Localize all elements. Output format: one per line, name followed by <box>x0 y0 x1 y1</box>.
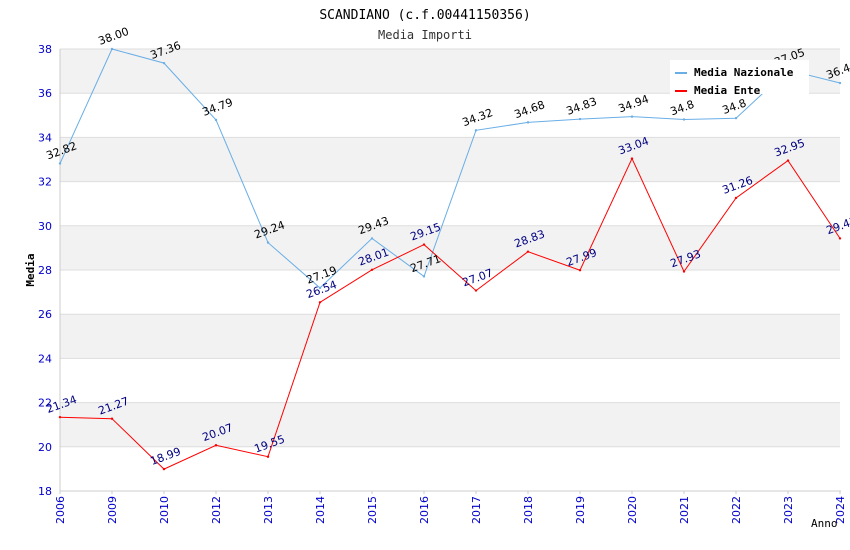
y-tick-label: 26 <box>38 308 52 321</box>
y-tick-label: 28 <box>38 264 52 277</box>
x-tick-label: 2015 <box>366 496 379 524</box>
x-tick-label: 2016 <box>418 496 431 524</box>
data-point-media-ente <box>474 289 478 292</box>
x-tick-label: 2009 <box>106 496 119 524</box>
legend: Media Nazionale Media Ente <box>670 60 809 97</box>
data-point-media-ente <box>526 250 530 253</box>
data-point-media-nazionale <box>110 47 114 51</box>
data-point-media-ente <box>318 301 322 304</box>
data-point-media-ente <box>422 243 426 246</box>
y-axis-title: Media <box>24 253 37 286</box>
x-tick-label: 2023 <box>782 496 795 524</box>
x-tick-label: 2012 <box>210 496 223 524</box>
data-point-media-nazionale <box>734 116 738 120</box>
data-point-media-ente <box>734 196 738 200</box>
legend-label-media-ente: Media Ente <box>694 84 761 97</box>
series-lines <box>58 47 842 471</box>
data-point-media-nazionale <box>318 286 322 290</box>
x-tick-labels: 2006 2009 2010 2012 2013 2014 2015 2016 2017 2018… <box>54 491 847 524</box>
data-point-media-nazionale <box>838 81 842 85</box>
x-tick-label: 2022 <box>730 496 743 524</box>
data-point-media-ente <box>838 237 842 240</box>
x-tick-label: 2006 <box>54 496 67 524</box>
y-tick-label: 36 <box>38 87 52 100</box>
data-point-media-nazionale <box>526 121 530 124</box>
grid-band <box>60 446 840 491</box>
grid-band <box>60 314 840 359</box>
data-point-media-ente <box>682 270 686 273</box>
grid-band <box>60 270 840 315</box>
data-point-media-nazionale <box>370 237 374 240</box>
data-point-media-nazionale <box>162 61 166 65</box>
data-point-media-nazionale <box>682 118 686 121</box>
legend-label-media-nazionale: Media Nazionale <box>694 66 794 79</box>
x-tick-label: 2024 <box>834 496 847 524</box>
x-tick-label: 2017 <box>470 496 483 524</box>
series-line-media-ente <box>59 157 841 470</box>
data-point-media-nazionale <box>214 118 218 122</box>
y-tick-label: 30 <box>38 220 52 233</box>
data-point-media-ente <box>266 455 270 458</box>
data-point-media-nazionale <box>266 241 270 244</box>
x-tick-label: 2014 <box>314 496 327 524</box>
y-tick-label: 22 <box>38 397 52 410</box>
legend-box <box>670 60 809 94</box>
data-point-media-nazionale <box>630 115 634 118</box>
data-point-media-nazionale <box>58 162 62 165</box>
data-point-media-nazionale <box>422 275 426 278</box>
y-tick-label: 20 <box>38 441 52 454</box>
x-tick-label: 2020 <box>626 496 639 524</box>
data-point-media-ente <box>370 268 374 271</box>
x-axis-title: Anno <box>811 517 838 530</box>
data-point-media-ente <box>630 157 634 160</box>
x-tick-label: 2019 <box>574 496 587 524</box>
x-tick-label: 2021 <box>678 496 691 524</box>
data-point-media-nazionale <box>474 129 478 132</box>
grid-band <box>60 225 840 270</box>
y-tick-label: 34 <box>38 131 52 144</box>
grid-band <box>60 93 840 138</box>
grid-band <box>60 137 840 182</box>
y-tick-label: 24 <box>38 352 52 365</box>
y-tick-label: 32 <box>38 176 52 189</box>
data-point-media-nazionale <box>578 117 582 121</box>
chart-subtitle: Media Importi <box>378 28 472 42</box>
data-point-media-ente <box>110 417 114 420</box>
grid-bands <box>60 49 840 491</box>
data-point-media-ente <box>786 159 790 162</box>
x-tick-label: 2013 <box>262 496 275 524</box>
data-point-media-ente <box>162 467 166 471</box>
chart-title: SCANDIANO (c.f.00441150356) <box>319 8 530 23</box>
series-line-media-nazionale <box>59 48 841 289</box>
x-tick-label: 2018 <box>522 496 535 524</box>
grid-band <box>60 358 840 403</box>
data-point-media-ente <box>214 444 218 447</box>
y-tick-label: 38 <box>38 43 52 56</box>
y-tick-labels: 18 20 22 24 26 28 30 32 34 36 38 <box>38 43 52 498</box>
data-point-media-ente <box>578 269 582 272</box>
data-label-media-nazionale: 38.00 <box>97 25 131 48</box>
x-tick-label: 2010 <box>158 496 171 524</box>
data-point-media-ente <box>58 415 62 419</box>
y-tick-label: 18 <box>38 485 52 498</box>
grid-band <box>60 402 840 447</box>
